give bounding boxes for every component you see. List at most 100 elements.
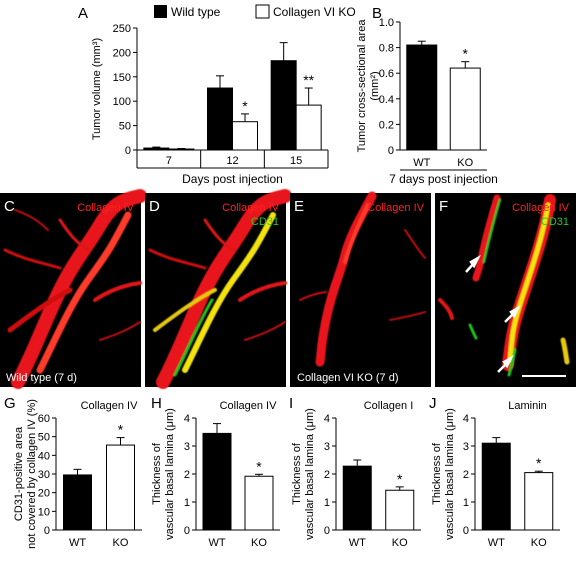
bar-ko (168, 148, 195, 151)
y-tick-label: 2 (184, 469, 190, 481)
bar-wt (481, 442, 511, 531)
x-tick-label: 7 (166, 155, 172, 167)
panel-letter-i: I (289, 395, 293, 412)
y-axis-label: Thickness ofvascular basal lamina (μm) (291, 408, 316, 540)
y-tick-label: 10 (38, 506, 50, 518)
y-tick-label: 0 (388, 145, 394, 157)
significance-marker: ** (303, 72, 314, 88)
micrograph-c: C Collagen IV Wild type (7 d) (0, 189, 147, 389)
y-tick-label: 2 (324, 469, 330, 481)
micrograph-f-stain: Collagen IV (512, 202, 570, 214)
y-tick-label: 20 (38, 488, 50, 500)
legend-panel-a: Wild type Collagen VI KO (154, 4, 356, 19)
x-tick-label: WT (208, 537, 225, 549)
bar-wt (342, 465, 372, 531)
micrograph-c-letter: C (4, 198, 15, 215)
y-tick-label: 1 (184, 497, 190, 509)
y-tick-label: 4 (463, 413, 469, 425)
y-tick-label: 3 (324, 441, 330, 453)
y-axis-label: Thickness ofvascular basal lamina (μm) (151, 408, 176, 540)
micrograph-c-stain: Collagen IV (77, 202, 135, 214)
y-tick-label: 0 (184, 525, 190, 537)
x-axis-label: Days post injection (182, 172, 283, 186)
x-tick-label: 15 (290, 155, 302, 167)
y-axis-label: Thickness ofvascular basal lamina (μm) (431, 408, 456, 540)
collagen-i-thickness-chart: 0 1 2 3 4 Thickness ofvascular basal lamina (… (291, 400, 421, 549)
micrograph-c-caption: Wild type (7 d) (6, 372, 77, 384)
laminin-thickness-chart: 0 1 2 3 4 Thickness ofvascular basal lamina (… (431, 400, 560, 549)
bar-ko (244, 475, 274, 531)
y-tick-label: 50 (119, 121, 131, 133)
y-tick-label: 0 (324, 525, 330, 537)
bar-ko (385, 489, 415, 531)
bar-wild-type (207, 87, 233, 151)
arrow-icon (465, 254, 481, 273)
bar-ko (449, 67, 481, 151)
y-tick-label: 4 (184, 413, 190, 425)
y-tick-label: 0.2 (379, 119, 394, 131)
x-tick-label: 12 (226, 155, 238, 167)
y-tick-label: 1 (324, 497, 330, 509)
significance-marker: * (463, 46, 469, 62)
x-tick-label: KO (392, 537, 408, 549)
chart-title: Laminin (508, 400, 547, 412)
y-tick-label: 0.4 (379, 94, 394, 106)
y-tick-label: 0.8 (379, 43, 394, 55)
panel-letter-a: A (78, 5, 88, 22)
y-tick-label: 60 (38, 413, 50, 425)
arrow-icon (504, 304, 521, 323)
y-tick-label: 2 (463, 469, 469, 481)
chart-title: Collagen I (364, 400, 414, 412)
bar-wt (63, 474, 92, 531)
y-axis-label-text: Thickness ofvascular basal lamina (μm) (151, 408, 176, 540)
bar-wild-type (143, 147, 170, 151)
merged-signal-d (148, 189, 292, 389)
bar-ko (106, 444, 135, 531)
arrow-icon (497, 354, 514, 373)
panel-letter-b: B (372, 5, 382, 22)
legend-swatch-wild-type (154, 5, 167, 18)
y-tick-label: 0.6 (379, 68, 394, 80)
collagen-iv-signal-c (3, 189, 147, 389)
micrograph-d-stain: Collagen IV (222, 202, 280, 214)
x-tick-label: KO (531, 537, 547, 549)
x-tick-label: KO (251, 537, 267, 549)
panel-letter-h: H (151, 395, 162, 412)
micrograph-d-stain2: CD31 (251, 216, 279, 228)
tumor-volume-chart: 0 50 100 150 200 250 Tumor volume (mm³) 7 * 12 ** 1… (91, 23, 329, 186)
y-tick-label: 200 (113, 47, 131, 59)
y-axis-label-text: Thickness ofvascular basal lamina (μm) (291, 408, 316, 540)
y-tick-label: 3 (463, 441, 469, 453)
y-tick-label: 30 (38, 469, 50, 481)
x-tick-label: KO (113, 537, 129, 549)
bar-ko (295, 104, 322, 151)
y-axis-label-text: CD31-positive areanot covered by collage… (13, 399, 38, 549)
significance-marker: * (536, 455, 542, 471)
x-tick-label: WT (349, 537, 366, 549)
y-tick-label: 0 (463, 525, 469, 537)
x-tick-label: WT (488, 537, 505, 549)
significance-marker: * (118, 422, 124, 438)
bar-wild-type (270, 60, 297, 151)
y-axis-label: CD31-positive areanot covered by collage… (13, 399, 38, 549)
x-tick-label: WT (413, 157, 430, 169)
bar-wt (202, 432, 232, 531)
collagen-iv-signal-e (299, 191, 426, 367)
micrograph-f: F Collagen IV CD31 (435, 193, 576, 387)
y-tick-label: 100 (113, 96, 131, 108)
x-tick-label: WT (69, 537, 86, 549)
legend-swatch-ko (255, 4, 270, 19)
y-tick-label: 50 (38, 432, 50, 444)
legend-label-ko: Collagen VI KO (273, 5, 356, 19)
y-tick-label: 0 (44, 525, 50, 537)
y-axis-label-text: Tumor cross-sectional area(mm²) (356, 19, 381, 153)
micrograph-e-caption: Collagen VI KO (7 d) (297, 372, 399, 384)
bar-ko (232, 121, 258, 151)
micrograph-e-stain: Collagen IV (367, 202, 425, 214)
x-axis-label: 7 days post injection (389, 172, 498, 186)
micrograph-d: D Collagen IV CD31 (145, 189, 292, 389)
collagen-iv-thickness-chart: 0 1 2 3 4 Thickness ofvascular basal lamina (… (151, 400, 280, 549)
